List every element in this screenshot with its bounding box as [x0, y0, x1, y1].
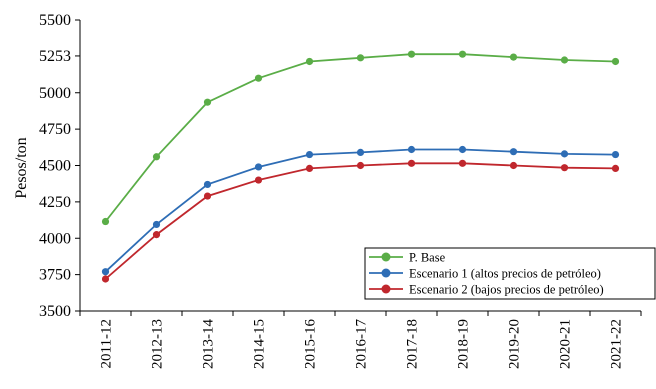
data-point	[560, 164, 569, 172]
data-point	[611, 164, 620, 173]
x-tick-label: 2015-16	[303, 319, 319, 369]
x-tick-label: 2017-18	[405, 319, 421, 369]
data-point	[101, 268, 110, 276]
y-tick-label: 3500	[39, 303, 71, 320]
legend: P. Base Escenario 1 (altos precios de pet…	[364, 247, 656, 300]
x-tick-label: 2014-15	[252, 319, 268, 369]
y-tick-label: 3750	[39, 267, 71, 284]
data-point	[509, 53, 518, 61]
x-tick-label: 2021-22	[609, 319, 625, 369]
legend-box	[364, 247, 656, 300]
series-line	[104, 53, 616, 223]
data-point	[254, 163, 263, 171]
data-point	[305, 150, 314, 159]
x-tick-label: 2011-12	[99, 319, 115, 368]
y-tick-label: 4000	[39, 230, 71, 247]
y-tick-label: 5253	[39, 48, 71, 65]
legend-swatch-marker	[381, 284, 391, 294]
data-point	[458, 50, 467, 58]
data-point	[203, 98, 212, 106]
x-tick-label: 2013-14	[201, 319, 217, 369]
y-tick-label: 5500	[39, 12, 71, 29]
x-tick-label: 2018-19	[456, 319, 472, 369]
data-point	[152, 231, 161, 239]
data-point	[305, 57, 314, 66]
series-layer	[101, 50, 620, 283]
data-point	[509, 161, 518, 170]
series-3	[101, 159, 620, 283]
legend-label: P. Base	[409, 251, 446, 265]
data-point	[611, 150, 620, 159]
data-point	[356, 148, 365, 157]
series-2	[101, 145, 620, 276]
data-point	[407, 50, 416, 58]
data-point	[407, 145, 416, 154]
data-point	[560, 150, 569, 158]
data-point	[509, 148, 518, 156]
data-point	[203, 180, 212, 189]
y-axis-title: Pesos/ton	[13, 137, 30, 198]
y-tick-label: 4500	[39, 158, 71, 175]
axes: 3500 3750 4000 4250 4500 4750 5000 5253 5500 2011…	[39, 12, 642, 369]
data-point	[407, 159, 416, 167]
data-point	[356, 161, 365, 170]
legend-label: Escenario 1 (altos precios de petróleo)	[409, 267, 601, 281]
data-point	[254, 176, 263, 184]
y-tick-label: 4750	[39, 121, 71, 138]
legend-swatch-marker	[381, 268, 391, 278]
data-point	[458, 159, 467, 167]
data-point	[254, 74, 263, 82]
data-point	[356, 54, 365, 62]
data-point	[203, 192, 212, 200]
data-point	[611, 57, 620, 66]
data-point	[152, 220, 161, 229]
series-1	[101, 50, 620, 226]
data-point	[305, 164, 314, 173]
x-tick-label: 2016-17	[354, 319, 370, 369]
x-tick-label: 2019-20	[507, 319, 523, 369]
data-point	[101, 217, 110, 226]
legend-swatch-marker	[381, 252, 391, 262]
y-tick-label: 5000	[39, 85, 71, 102]
x-tick-label: 2020-21	[558, 319, 574, 369]
y-tick-label: 4250	[39, 194, 71, 211]
data-point	[152, 153, 161, 161]
data-point	[458, 145, 467, 154]
x-tick-label: 2012-13	[150, 319, 166, 369]
data-point	[101, 275, 110, 283]
data-point	[560, 56, 569, 64]
legend-label: Escenario 2 (bajos precios de petróleo)	[409, 283, 604, 297]
